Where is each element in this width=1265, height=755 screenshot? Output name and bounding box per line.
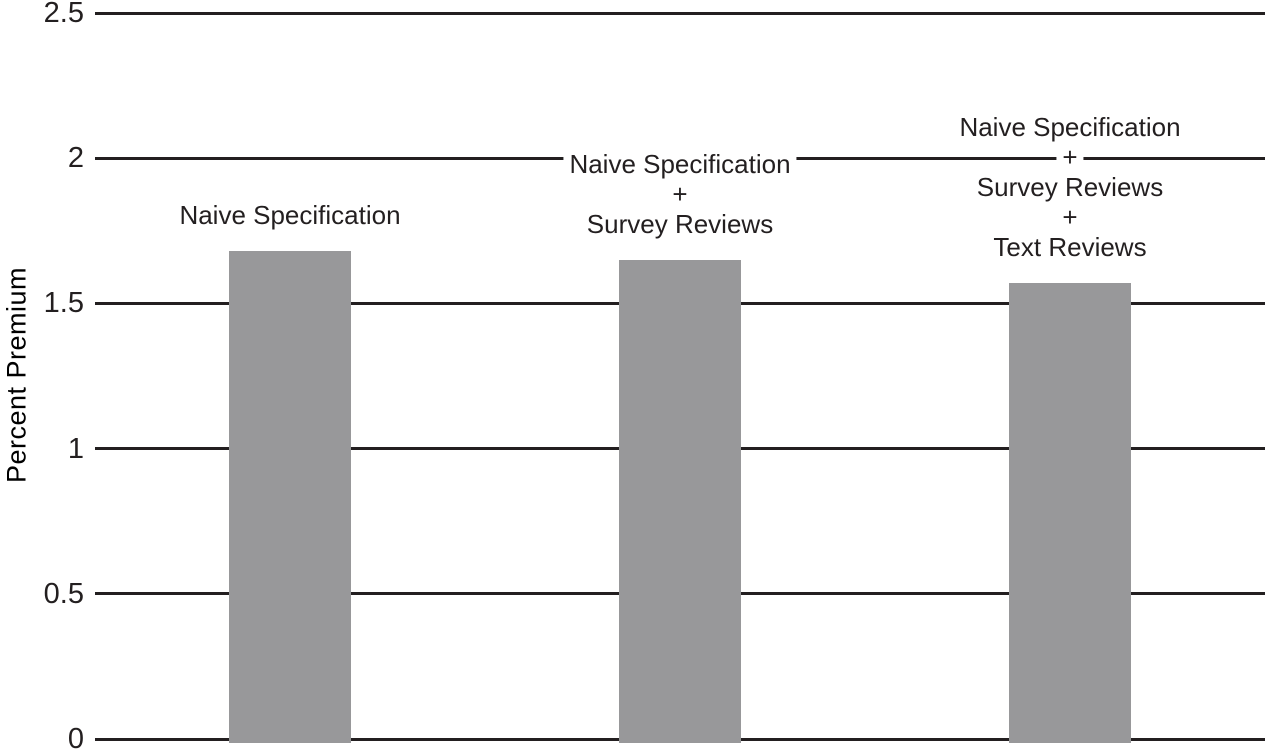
category-label-text: Naive Specification (173, 200, 407, 231)
bar (229, 251, 351, 743)
y-tick-label: 1.5 (43, 287, 84, 320)
bar (619, 259, 741, 743)
y-tick-label: 1 (67, 432, 84, 465)
y-tick-label: 2.5 (43, 0, 84, 29)
category-label-text: + (1056, 142, 1084, 173)
category-label-line: + (953, 142, 1186, 173)
category-label: Naive Specification (173, 200, 407, 231)
category-label-line: Survey Reviews (563, 208, 796, 239)
y-tick-label: 0 (67, 723, 84, 755)
category-label: Naive Specification + Survey Reviews + Text … (953, 112, 1187, 263)
category-label-text: Survey Reviews (580, 208, 780, 239)
category-label-text: Naive Specification (563, 148, 797, 179)
category-label-line: + (953, 202, 1186, 233)
y-tick-label: 0.5 (43, 577, 84, 610)
category-label-line: Text Reviews (953, 232, 1186, 263)
category-label-line: Naive Specification (953, 112, 1187, 143)
category-label-line: Survey Reviews (953, 172, 1186, 203)
category-label-text: + (1056, 202, 1084, 233)
category-label: Naive Specification + Survey Reviews (563, 148, 797, 239)
category-label-text: Text Reviews (987, 232, 1153, 263)
gridline (95, 11, 1265, 15)
bar (1009, 283, 1131, 743)
y-tick-label: 2 (67, 142, 84, 175)
category-label-text: Survey Reviews (970, 172, 1170, 203)
category-label-text: + (666, 178, 694, 209)
category-label-line: Naive Specification (563, 148, 797, 179)
category-label-line: Naive Specification (173, 200, 407, 231)
category-label-line: + (563, 178, 796, 209)
category-label-text: Naive Specification (953, 112, 1187, 143)
